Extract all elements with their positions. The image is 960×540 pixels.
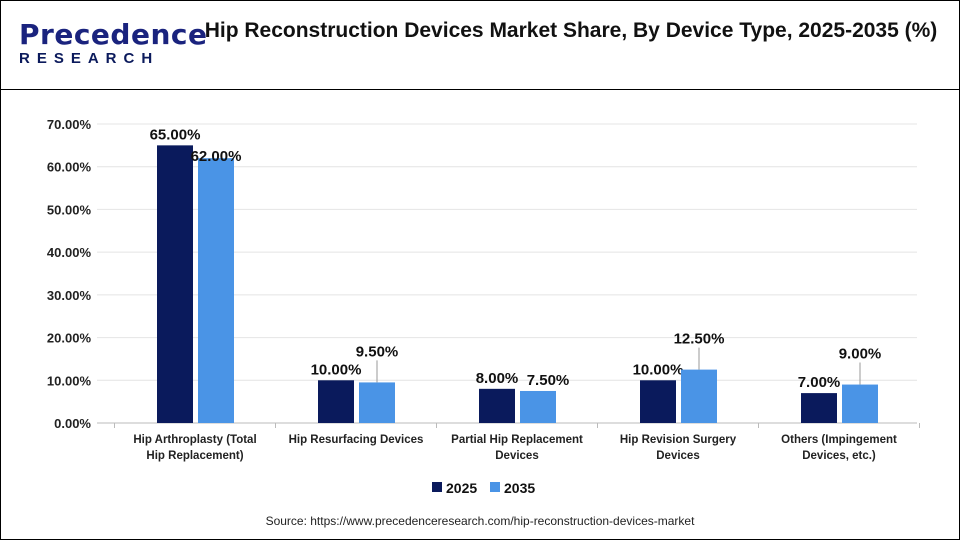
x-category-label: Hip Revision Surgery: [620, 434, 737, 446]
bar-2025: [318, 380, 354, 423]
x-category-label: Others (Impingement: [781, 434, 897, 446]
bar-2025: [479, 388, 515, 423]
legend-label: 2025: [446, 480, 477, 496]
x-category-label: Hip Replacement): [146, 450, 243, 462]
bar-2035: [681, 369, 717, 423]
source-text: Source: https://www.precedenceresearch.c…: [265, 514, 695, 528]
data-label: 62.00%: [191, 148, 242, 165]
data-label: 9.50%: [356, 343, 399, 360]
legend-label: 2035: [504, 480, 535, 496]
bar-2035: [520, 390, 556, 423]
data-label: 7.00%: [798, 374, 841, 391]
legend-swatch-2035: [490, 482, 500, 492]
x-category-label: Hip Arthroplasty (Total: [133, 434, 256, 446]
x-category-label: Partial Hip Replacement: [451, 434, 583, 446]
data-label: 8.00%: [476, 370, 519, 387]
logo-line1: Precedence: [19, 18, 208, 51]
data-label: 9.00%: [839, 346, 882, 363]
y-tick-label: 0.00%: [54, 416, 91, 431]
bar-2035: [842, 384, 878, 423]
y-tick-label: 10.00%: [47, 373, 92, 388]
logo-line2: RESEARCH: [19, 50, 160, 67]
y-tick-label: 40.00%: [47, 245, 92, 260]
x-category-label: Hip Resurfacing Devices: [289, 434, 424, 446]
bar-2025: [157, 145, 193, 423]
bar-2025: [801, 393, 837, 423]
x-category-label: Devices: [495, 450, 538, 462]
chart-title: Hip Reconstruction Devices Market Share,…: [204, 19, 938, 42]
data-label: 65.00%: [150, 126, 201, 143]
x-category-label: Devices: [656, 450, 699, 462]
legend-swatch-2025: [432, 482, 442, 492]
data-label: 12.50%: [674, 331, 725, 348]
y-tick-label: 30.00%: [47, 288, 92, 303]
data-label: 7.50%: [527, 372, 570, 389]
data-label: 10.00%: [311, 361, 362, 378]
data-label: 10.00%: [633, 361, 684, 378]
logo: Precedence RESEARCH: [19, 18, 208, 68]
y-tick-label: 60.00%: [47, 160, 92, 175]
bar-2035: [359, 382, 395, 423]
y-tick-label: 70.00%: [47, 117, 92, 132]
x-category-label: Devices, etc.): [802, 450, 876, 462]
bar-2035: [198, 158, 234, 423]
bar-2025: [640, 380, 676, 423]
y-tick-label: 20.00%: [47, 331, 92, 346]
header: Precedence RESEARCH Hip Reconstruction D…: [1, 1, 959, 90]
y-tick-label: 50.00%: [47, 202, 92, 217]
